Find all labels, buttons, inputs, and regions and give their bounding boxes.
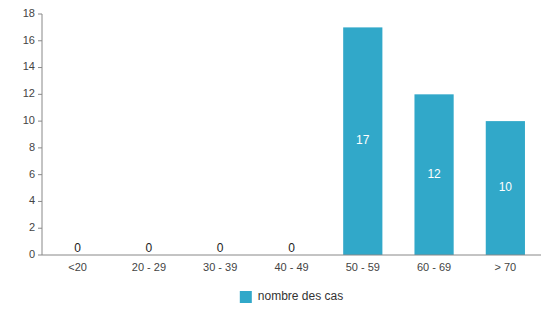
y-tick-label: 0 (29, 248, 35, 260)
y-tick-label: 6 (29, 168, 35, 180)
y-tick-label: 10 (23, 114, 35, 126)
data-label: 10 (499, 180, 513, 194)
x-tick-label: 40 - 49 (274, 261, 308, 273)
data-label: 0 (146, 241, 153, 255)
chart-container: 0 2 4 6 8 10 12 14 16 18 <20 20 - 29 30 - 39 40 - 49 5… (0, 0, 557, 315)
y-axis-line (42, 14, 43, 255)
x-tick-label: 20 - 29 (132, 261, 166, 273)
data-label: 0 (217, 241, 224, 255)
y-tick (38, 67, 42, 68)
y-tick-label: 16 (23, 34, 35, 46)
y-tick (38, 255, 42, 256)
bar (486, 121, 525, 255)
legend: nombre des cas (240, 289, 343, 303)
y-tick (38, 174, 42, 175)
data-label: 12 (427, 167, 441, 181)
x-tick-label: 60 - 69 (417, 261, 451, 273)
chart: 0 2 4 6 8 10 12 14 16 18 <20 20 - 29 30 - 39 40 - 49 5… (0, 0, 557, 315)
y-tick-label: 18 (23, 7, 35, 19)
y-tick-label: 14 (23, 60, 35, 72)
x-tick-label: > 70 (494, 261, 516, 273)
y-tick (38, 94, 42, 95)
y-tick-label: 4 (29, 194, 35, 206)
bar (414, 94, 453, 255)
y-tick (38, 147, 42, 148)
data-label: 17 (356, 133, 370, 147)
y-tick (38, 228, 42, 229)
data-label: 0 (288, 241, 295, 255)
y-tick (38, 40, 42, 41)
bar (343, 27, 382, 255)
bars (343, 27, 525, 255)
x-tick-label: <20 (68, 261, 87, 273)
y-tick-label: 2 (29, 221, 35, 233)
legend-swatch (240, 291, 252, 303)
x-axis: <20 20 - 29 30 - 39 40 - 49 50 - 59 60 - 69 > … (42, 255, 541, 273)
y-tick-label: 8 (29, 141, 35, 153)
y-tick-label: 12 (23, 87, 35, 99)
legend-label: nombre des cas (258, 289, 343, 303)
data-labels: 0 0 0 0 17 12 10 (74, 133, 512, 255)
y-axis: 0 2 4 6 8 10 12 14 16 18 (23, 7, 42, 260)
x-tick-label: 30 - 39 (203, 261, 237, 273)
data-label: 0 (74, 241, 81, 255)
y-tick (38, 201, 42, 202)
y-tick (38, 121, 42, 122)
y-tick (38, 14, 42, 15)
x-tick-label: 50 - 59 (346, 261, 380, 273)
